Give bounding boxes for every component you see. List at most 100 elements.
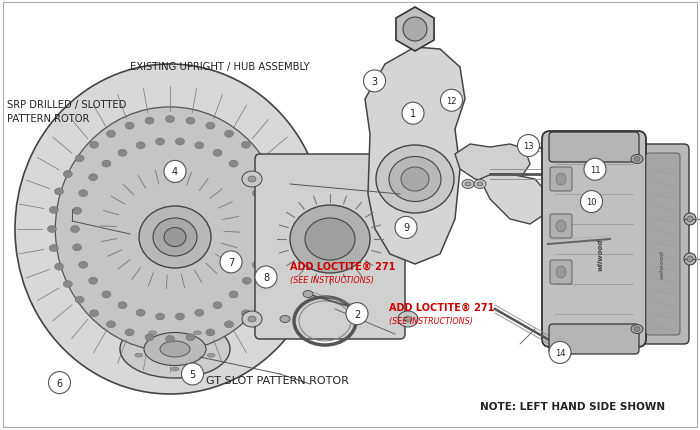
Ellipse shape <box>118 302 127 309</box>
Ellipse shape <box>276 264 286 270</box>
Text: wilwood: wilwood <box>659 250 664 279</box>
FancyBboxPatch shape <box>549 324 639 354</box>
Circle shape <box>684 214 696 225</box>
Circle shape <box>220 251 242 273</box>
Text: EXISTING UPRIGHT / HUB ASSEMBLY: EXISTING UPRIGHT / HUB ASSEMBLY <box>130 61 309 72</box>
Ellipse shape <box>213 302 222 309</box>
Ellipse shape <box>75 155 84 163</box>
Ellipse shape <box>63 281 72 288</box>
Circle shape <box>346 303 368 325</box>
Ellipse shape <box>78 190 88 197</box>
Text: 12: 12 <box>447 97 456 105</box>
Text: 13: 13 <box>523 142 534 150</box>
Circle shape <box>48 372 71 394</box>
Text: 6: 6 <box>57 378 62 388</box>
FancyBboxPatch shape <box>542 132 646 347</box>
Ellipse shape <box>229 161 238 168</box>
Ellipse shape <box>55 108 285 351</box>
Ellipse shape <box>102 291 111 298</box>
Ellipse shape <box>160 341 190 357</box>
Ellipse shape <box>90 142 99 149</box>
Ellipse shape <box>90 310 99 317</box>
Ellipse shape <box>258 244 267 251</box>
Ellipse shape <box>276 188 286 195</box>
Ellipse shape <box>260 226 270 233</box>
Ellipse shape <box>284 226 293 233</box>
Text: ADD LOCTITE® 271: ADD LOCTITE® 271 <box>290 261 396 271</box>
Ellipse shape <box>148 331 157 335</box>
FancyBboxPatch shape <box>550 215 572 239</box>
Ellipse shape <box>62 118 294 360</box>
Text: 4: 4 <box>172 167 178 177</box>
Text: 2: 2 <box>354 309 360 319</box>
Text: 14: 14 <box>554 348 566 357</box>
Ellipse shape <box>229 291 238 298</box>
Text: 7: 7 <box>228 257 234 267</box>
Ellipse shape <box>48 226 57 233</box>
Text: ADD LOCTITE® 271: ADD LOCTITE® 271 <box>389 302 494 312</box>
Ellipse shape <box>89 278 97 285</box>
Ellipse shape <box>75 297 84 304</box>
Ellipse shape <box>631 155 643 164</box>
Ellipse shape <box>171 367 179 371</box>
Ellipse shape <box>267 281 276 288</box>
Ellipse shape <box>267 171 276 178</box>
FancyBboxPatch shape <box>637 144 689 344</box>
FancyBboxPatch shape <box>646 154 680 335</box>
Text: (SEE INSTRUCTIONS): (SEE INSTRUCTIONS) <box>290 276 375 285</box>
Ellipse shape <box>153 218 197 256</box>
Text: (SEE INSTRUCTIONS): (SEE INSTRUCTIONS) <box>389 316 473 326</box>
Text: 8: 8 <box>263 272 269 283</box>
Circle shape <box>363 71 386 93</box>
Ellipse shape <box>376 146 454 214</box>
Circle shape <box>580 191 603 213</box>
Ellipse shape <box>145 118 154 125</box>
Ellipse shape <box>252 190 261 197</box>
Ellipse shape <box>242 278 251 285</box>
Ellipse shape <box>560 346 570 353</box>
Ellipse shape <box>631 325 643 334</box>
Ellipse shape <box>634 157 640 162</box>
Text: 3: 3 <box>372 77 377 87</box>
Text: SRP DRILLED / SLOTTED
PATTERN ROTOR: SRP DRILLED / SLOTTED PATTERN ROTOR <box>7 100 127 123</box>
Text: 1: 1 <box>410 109 416 119</box>
Ellipse shape <box>136 310 145 316</box>
FancyBboxPatch shape <box>549 133 639 163</box>
Ellipse shape <box>176 138 184 146</box>
Ellipse shape <box>55 188 64 195</box>
Ellipse shape <box>139 206 211 268</box>
Text: wilwood: wilwood <box>597 238 603 270</box>
Circle shape <box>440 90 463 112</box>
Ellipse shape <box>241 310 251 317</box>
Text: 5: 5 <box>190 369 195 379</box>
Ellipse shape <box>556 174 566 186</box>
Ellipse shape <box>242 311 262 327</box>
Ellipse shape <box>556 266 566 278</box>
Ellipse shape <box>49 245 58 252</box>
Circle shape <box>549 341 571 364</box>
Ellipse shape <box>120 320 230 378</box>
Ellipse shape <box>290 206 370 273</box>
Text: 10: 10 <box>587 198 596 206</box>
Ellipse shape <box>389 157 441 202</box>
Ellipse shape <box>195 310 204 316</box>
Circle shape <box>687 216 693 222</box>
Ellipse shape <box>258 208 267 215</box>
Ellipse shape <box>206 329 215 336</box>
Ellipse shape <box>477 183 483 187</box>
Ellipse shape <box>634 327 640 332</box>
Ellipse shape <box>135 353 143 357</box>
Ellipse shape <box>465 183 471 187</box>
Circle shape <box>181 363 204 385</box>
Ellipse shape <box>73 244 82 251</box>
Polygon shape <box>455 144 530 184</box>
Ellipse shape <box>225 321 234 328</box>
Ellipse shape <box>252 262 261 269</box>
Ellipse shape <box>398 311 418 327</box>
Circle shape <box>255 266 277 289</box>
Ellipse shape <box>155 313 164 320</box>
Ellipse shape <box>256 155 265 163</box>
Polygon shape <box>365 48 465 264</box>
Circle shape <box>395 217 417 239</box>
Ellipse shape <box>164 228 186 247</box>
